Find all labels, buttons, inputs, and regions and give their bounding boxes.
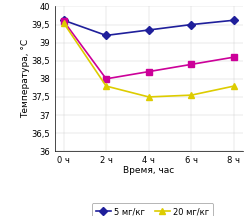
- Line: 10 мг/кг: 10 мг/кг: [61, 18, 237, 82]
- 10 мг/кг: [190, 63, 193, 66]
- 20 мг/кг: [190, 94, 193, 96]
- Line: 5 мг/кг: 5 мг/кг: [61, 17, 237, 38]
- 5 мг/кг: [190, 23, 193, 26]
- 20 мг/кг: [232, 85, 235, 87]
- 5 мг/кг: [147, 29, 150, 31]
- 20 мг/кг: [62, 21, 65, 24]
- 20 мг/кг: [147, 96, 150, 98]
- 10 мг/кг: [232, 56, 235, 59]
- 5 мг/кг: [62, 19, 65, 22]
- Y-axis label: Температура, °С: Температура, °С: [21, 39, 30, 118]
- Legend: 5 мг/кг, 10 мг/кг, 20 мг/кг: 5 мг/кг, 10 мг/кг, 20 мг/кг: [92, 203, 213, 216]
- 10 мг/кг: [62, 20, 65, 22]
- 10 мг/кг: [105, 78, 108, 80]
- 10 мг/кг: [147, 70, 150, 73]
- 20 мг/кг: [105, 85, 108, 87]
- 5 мг/кг: [105, 34, 108, 37]
- 5 мг/кг: [232, 19, 235, 22]
- Line: 20 мг/кг: 20 мг/кг: [60, 20, 237, 100]
- X-axis label: Время, час: Время, час: [123, 167, 174, 175]
